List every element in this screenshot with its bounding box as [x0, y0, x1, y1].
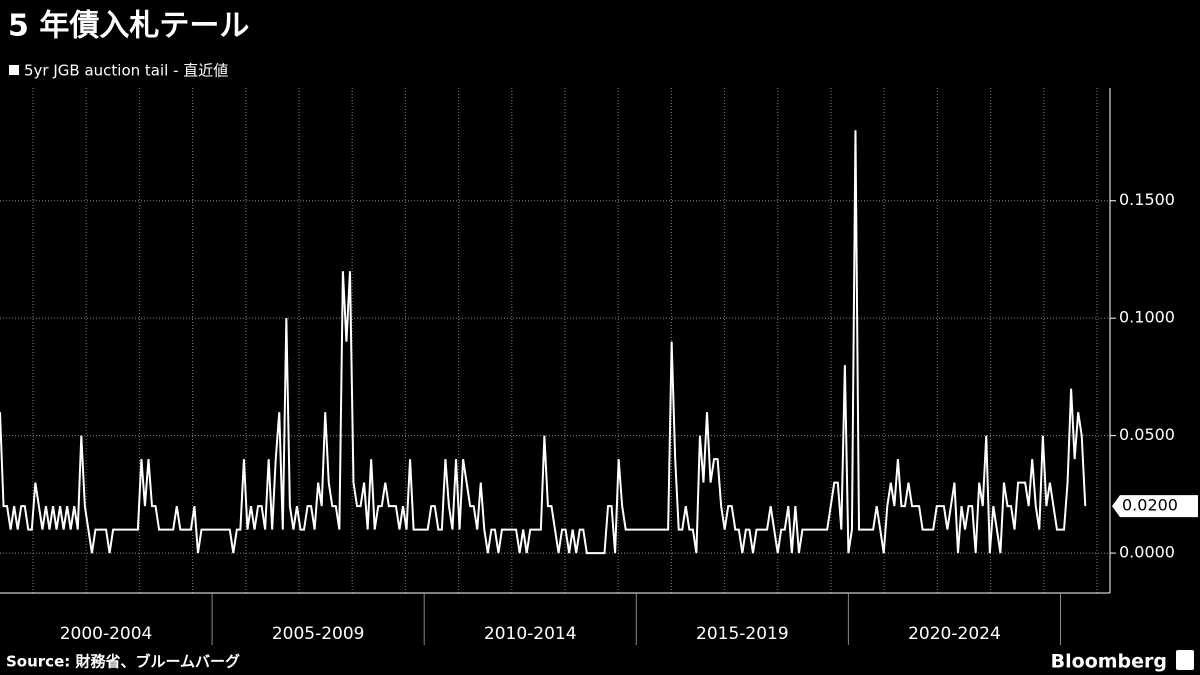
x-tick-label: 2005-2009 — [272, 624, 365, 644]
x-tick-label: 2020-2024 — [908, 624, 1001, 644]
brand: Bloomberg — [1051, 651, 1167, 673]
latest-marker — [1112, 495, 1198, 518]
legend-label: 5yr JGB auction tail - 直近値 — [24, 62, 228, 80]
chart-title: 5 年債入札テール — [8, 9, 249, 44]
y-tick-label: 0.0500 — [1119, 425, 1175, 444]
line — [0, 130, 1087, 555]
x-tick-label: 2010-2014 — [484, 624, 577, 644]
legend-swatch — [9, 65, 19, 75]
x-tick-label: 2000-2004 — [60, 624, 153, 644]
y-tick-label: 0.1500 — [1119, 190, 1175, 209]
source: Source: 財務省、ブルームバーグ — [6, 653, 240, 671]
brand-icon — [1176, 650, 1194, 670]
x-tick-label: 2015-2019 — [696, 624, 789, 644]
latest-label: 0.0200 — [1122, 496, 1178, 515]
y-tick-label: 0.0000 — [1119, 543, 1175, 562]
y-tick-label: 0.1000 — [1119, 308, 1175, 327]
